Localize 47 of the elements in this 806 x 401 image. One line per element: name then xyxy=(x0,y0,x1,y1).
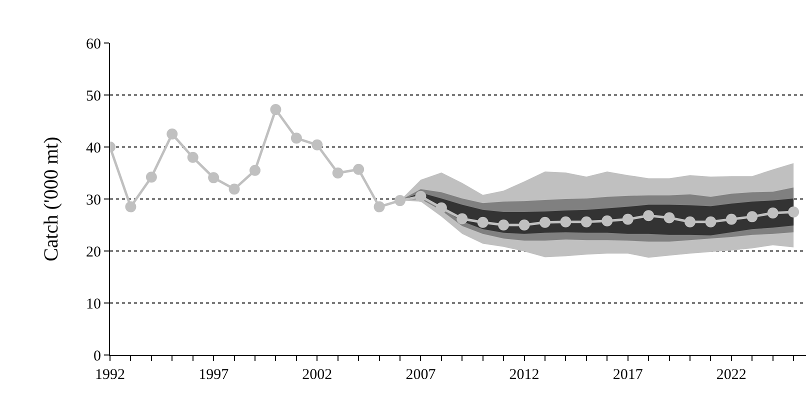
point xyxy=(353,164,364,175)
point xyxy=(767,208,778,219)
point xyxy=(477,216,488,228)
point xyxy=(788,206,800,218)
x-tick-label: 2007 xyxy=(406,367,436,383)
y-tick-label: 50 xyxy=(86,88,101,104)
point xyxy=(560,216,572,228)
point xyxy=(250,164,260,176)
y-axis-title: Catch ('000 mt) xyxy=(40,136,62,262)
point xyxy=(726,214,737,225)
point xyxy=(436,202,447,214)
point xyxy=(746,211,758,222)
y-tick-label: 10 xyxy=(86,296,101,312)
point xyxy=(705,216,716,228)
point xyxy=(146,172,157,183)
y-tick-label: 40 xyxy=(86,140,101,156)
point xyxy=(643,210,654,222)
x-tick-label: 2012 xyxy=(509,367,540,383)
point xyxy=(187,152,198,163)
point xyxy=(290,132,302,144)
point xyxy=(208,172,220,184)
point xyxy=(456,213,468,224)
point xyxy=(228,184,240,195)
x-tick-label: 2017 xyxy=(612,367,644,383)
y-tick-label: 0 xyxy=(94,348,101,364)
point xyxy=(622,214,634,225)
y-tick-label: 60 xyxy=(86,36,101,52)
point xyxy=(664,212,675,224)
x-tick-label: 2022 xyxy=(716,367,746,383)
point xyxy=(415,190,426,202)
point xyxy=(332,168,344,178)
point xyxy=(125,201,136,212)
point xyxy=(684,216,696,228)
point xyxy=(270,104,282,116)
point xyxy=(540,216,550,228)
point xyxy=(602,215,613,226)
x-tick-label: 2002 xyxy=(302,367,332,383)
x-tick-label: 1992 xyxy=(95,367,125,383)
x-tick-label: 1997 xyxy=(198,367,230,383)
y-tick-label: 20 xyxy=(86,244,101,260)
point xyxy=(498,220,510,230)
y-tick-label: 30 xyxy=(86,192,101,208)
point xyxy=(166,128,178,140)
point xyxy=(580,216,592,228)
point xyxy=(312,139,323,150)
point xyxy=(374,201,385,212)
point xyxy=(518,220,530,230)
